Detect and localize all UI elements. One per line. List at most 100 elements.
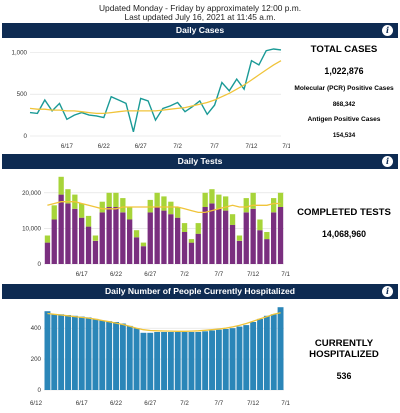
daily-cases-title: Daily Cases [175, 25, 225, 35]
molecular-tests-bar [154, 207, 160, 264]
hospitalized-bar [195, 332, 202, 390]
hospitalized-bar [270, 314, 277, 390]
antigen-tests-bar [127, 207, 133, 220]
molecular-tests-bar [236, 240, 243, 264]
x-tick-label: 7/17 [282, 143, 290, 150]
antigen-tests-bar [58, 176, 64, 195]
molecular-tests-bar [257, 230, 263, 264]
hospitalized-bar [85, 317, 92, 390]
daily-tests-chart: 0 10,000 20,000 6/17 6/22 6/27 7/2 7/7 7/12 7/17 [22, 176, 290, 278]
completed-tests-label: COMPLETED TESTS [297, 207, 391, 218]
hospitalized-bar [133, 328, 140, 390]
molecular-tests-bar [92, 240, 99, 264]
daily-cases-header: Daily Cases i [2, 23, 398, 38]
hospitalized-bar [167, 332, 174, 390]
hospitalized-bar [78, 316, 85, 390]
antigen-tests-bar [161, 196, 167, 211]
antigen-tests-bar [133, 230, 140, 238]
antigen-tests-bar [113, 192, 119, 207]
antigen-tests-bar [154, 192, 160, 207]
update-schedule-note: Updated Monday - Friday by approximately… [98, 3, 302, 13]
molecular-tests-bar [106, 207, 112, 264]
molecular-tests-bar [277, 207, 284, 264]
x-tick-label: 7/7 [210, 143, 219, 150]
total-cases-label: TOTAL CASES [310, 44, 378, 55]
antigen-tests-bar [140, 242, 147, 247]
antigen-cases-value: 154,534 [332, 132, 356, 139]
antigen-tests-bar [250, 192, 256, 209]
x-tick-label: 6/12 [30, 400, 43, 407]
hospitalized-bar [119, 323, 126, 390]
antigen-tests-bar [92, 235, 99, 241]
y-tick-label: 0 [24, 133, 28, 140]
daily-tests-header: Daily Tests i [2, 154, 398, 169]
x-tick-label: 6/22 [98, 143, 111, 150]
molecular-tests-bar [99, 212, 105, 264]
hospitalized-bar [243, 325, 250, 390]
hospitalized-bar [229, 328, 236, 390]
x-tick-label: 7/7 [215, 271, 224, 278]
molecular-tests-bar [271, 212, 277, 264]
hospitalized-bar [140, 332, 147, 390]
molecular-tests-bar [140, 246, 147, 264]
info-icon[interactable]: i [382, 286, 393, 297]
antigen-tests-bar [51, 205, 57, 220]
molecular-tests-bar [264, 239, 270, 264]
info-icon[interactable]: i [382, 156, 393, 167]
hospitalized-bar [147, 332, 154, 390]
hospitalized-bar [113, 322, 119, 390]
antigen-tests-bar [229, 214, 236, 225]
x-tick-label: 6/17 [76, 400, 89, 407]
x-tick-label: 7/17 [281, 271, 290, 278]
x-tick-label: 7/12 [247, 400, 260, 407]
x-tick-label: 6/27 [144, 400, 157, 407]
x-tick-label: 6/27 [135, 143, 148, 150]
hospitalized-bar [277, 307, 284, 390]
daily-tests-title: Daily Tests [177, 156, 223, 166]
antigen-tests-bar [175, 207, 181, 218]
molecular-tests-bar [85, 226, 92, 264]
molecular-tests-bar [44, 242, 51, 264]
x-tick-label: 6/22 [110, 271, 123, 278]
y-tick-label: 400 [31, 325, 42, 332]
cases-average-line [29, 60, 282, 115]
y-tick-label: 1,000 [12, 49, 28, 56]
antigen-tests-bar [147, 199, 153, 213]
antigen-tests-bar [243, 198, 249, 213]
molecular-tests-bar [250, 208, 256, 264]
molecular-tests-bar [51, 219, 57, 264]
antigen-tests-bar [236, 235, 243, 241]
molecular-tests-bar [175, 217, 181, 264]
cases-summary: TOTAL CASES 1,022,876 Molecular (PCR) Po… [290, 44, 398, 139]
x-tick-label: 7/12 [247, 271, 260, 278]
hospitalized-bar [215, 329, 222, 390]
daily-cases-chart: 0 500 1,000 6/17 6/22 6/27 7/2 7/7 7/12 7/17 [12, 48, 290, 150]
antigen-tests-bar [188, 239, 195, 243]
y-tick-label: 200 [31, 356, 42, 363]
molecular-tests-bar [120, 212, 126, 264]
hospitalized-bar [161, 332, 167, 390]
hospitalized-bar [202, 331, 209, 390]
hospitalized-bar [222, 329, 229, 390]
antigen-tests-bar [44, 235, 51, 243]
hospitalized-bar [257, 318, 263, 390]
antigen-tests-bar [195, 223, 201, 234]
total-cases-value: 1,022,876 [324, 66, 364, 76]
hospitalized-summary: CURRENTLY HOSPITALIZED 536 [290, 338, 398, 381]
antigen-tests-bar [209, 189, 215, 204]
hospitalized-title: Daily Number of People Currently Hospita… [104, 286, 296, 296]
info-icon[interactable]: i [382, 25, 393, 36]
molecular-tests-bar [113, 207, 119, 264]
hospitalized-bar [71, 315, 78, 390]
hospitalized-bar [92, 318, 99, 390]
antigen-tests-bar [120, 198, 126, 213]
antigen-tests-bar [277, 192, 284, 207]
hospitalized-bar [106, 321, 113, 390]
molecular-tests-bar [243, 212, 249, 264]
hospitalized-bar [174, 332, 181, 390]
x-tick-label: 7/2 [180, 400, 189, 407]
molecular-tests-bar [127, 219, 133, 264]
hospitalized-bar [250, 322, 257, 390]
molecular-tests-bar [133, 237, 140, 264]
hospitalized-average-line [47, 312, 281, 332]
